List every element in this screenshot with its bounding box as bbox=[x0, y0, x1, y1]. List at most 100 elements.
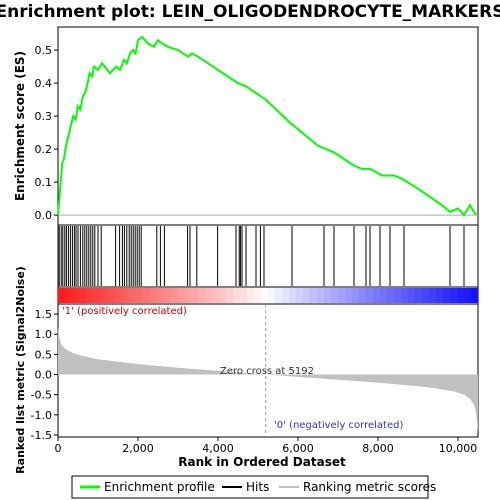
color-bar-segment bbox=[317, 288, 325, 303]
color-bar-segment bbox=[142, 288, 150, 303]
color-bar-segment bbox=[240, 288, 248, 303]
color-bar-segment bbox=[275, 288, 283, 303]
es-y-tick-label: 0.3 bbox=[35, 110, 53, 123]
hits-panel bbox=[57, 224, 479, 288]
metric-y-tick-label: 0.5 bbox=[35, 348, 53, 361]
color-bar-segment bbox=[436, 288, 444, 303]
legend-frame bbox=[71, 475, 429, 499]
es-y-tick-label: 0.1 bbox=[35, 176, 53, 189]
es-y-ticks: 0.0 0.1 0.2 0.3 0.4 0.5 bbox=[35, 44, 58, 222]
legend-label-metric: Ranking metric scores bbox=[303, 480, 436, 494]
color-bar-segment bbox=[352, 288, 360, 303]
color-bar-segment bbox=[100, 288, 108, 303]
color-bar-segment bbox=[149, 288, 157, 303]
metric-panel: -1.5 -1.0 -0.5 0.0 0.5 1.0 1.5 0 2,000 4,000 6,00… bbox=[14, 266, 479, 474]
color-bar-segment bbox=[107, 288, 115, 303]
color-bar-segment bbox=[471, 288, 479, 303]
color-bar-segment bbox=[163, 288, 171, 303]
metric-y-label: Ranked list metric (Signal2Noise) bbox=[14, 266, 27, 474]
color-bar-segment bbox=[408, 288, 416, 303]
color-bar-segment bbox=[233, 288, 241, 303]
color-bar-segment bbox=[261, 288, 269, 303]
color-bar-segment bbox=[422, 288, 430, 303]
color-bar-segment bbox=[226, 288, 234, 303]
color-bar-segment bbox=[93, 288, 101, 303]
color-bar-segment bbox=[254, 288, 262, 303]
zero-cross-label: Zero cross at 5192 bbox=[220, 366, 314, 377]
color-bar-segment bbox=[380, 288, 388, 303]
metric-y-tick-label: 1.5 bbox=[35, 308, 53, 321]
rank-color-bar bbox=[57, 286, 479, 305]
es-y-label: Enrichment score (ES) bbox=[13, 51, 27, 201]
metric-y-tick-label: 0.0 bbox=[35, 369, 53, 382]
metric-y-ticks: -1.5 -1.0 -0.5 0.0 0.5 1.0 1.5 bbox=[31, 308, 58, 442]
chart-title: Enrichment plot: LEIN_OLIGODENDROCYTE_MA… bbox=[0, 2, 500, 22]
metric-x-ticks: 0 2,000 4,000 6,000 8,000 10,000 bbox=[55, 437, 478, 455]
color-bar-segment bbox=[268, 288, 276, 303]
color-bar-segment bbox=[79, 288, 87, 303]
color-bar-segment bbox=[303, 288, 311, 303]
x-tick-label: 8,000 bbox=[362, 442, 394, 455]
color-bar-segment bbox=[415, 288, 423, 303]
legend-label-enrichment: Enrichment profile bbox=[104, 480, 215, 494]
color-bar-segment bbox=[247, 288, 255, 303]
es-y-tick-label: 0.2 bbox=[35, 143, 53, 156]
metric-y-tick-label: -0.5 bbox=[31, 389, 52, 402]
color-bar-segment bbox=[205, 288, 213, 303]
color-bar-segment bbox=[86, 288, 94, 303]
enrichment-profile-line bbox=[57, 35, 477, 217]
es-panel: 0.0 0.1 0.2 0.3 0.4 0.5 Enrichment score (ES) bbox=[13, 26, 479, 226]
color-bar-segment bbox=[464, 288, 472, 303]
color-bar-segment bbox=[366, 288, 374, 303]
x-axis-label: Rank in Ordered Dataset bbox=[178, 455, 346, 469]
color-bar-segment bbox=[282, 288, 290, 303]
hits-frame bbox=[57, 224, 479, 288]
color-bar-segment bbox=[72, 288, 80, 303]
color-bar-segment bbox=[184, 288, 192, 303]
color-bar-segment bbox=[212, 288, 220, 303]
color-bar-segment bbox=[121, 288, 129, 303]
metric-y-tick-label: -1.5 bbox=[31, 429, 52, 442]
color-bar-segment bbox=[191, 288, 199, 303]
color-bar-segment bbox=[443, 288, 451, 303]
x-tick-label: 6,000 bbox=[282, 442, 314, 455]
color-bar-segment bbox=[177, 288, 185, 303]
color-bar-segment bbox=[450, 288, 458, 303]
metric-y-tick-label: 1.0 bbox=[35, 328, 53, 341]
legend-label-hits: Hits bbox=[246, 480, 269, 494]
hit-markers bbox=[58, 226, 465, 286]
color-bar-segment bbox=[310, 288, 318, 303]
color-bar-segment bbox=[324, 288, 332, 303]
legend: Enrichment profile Hits Ranking metric s… bbox=[71, 475, 436, 499]
x-tick-label: 10,000 bbox=[439, 442, 478, 455]
es-y-tick-label: 0.5 bbox=[35, 44, 53, 57]
es-y-tick-label: 0.4 bbox=[35, 77, 53, 90]
color-bar-segment bbox=[219, 288, 227, 303]
color-bar-segment bbox=[296, 288, 304, 303]
color-bar-segment bbox=[289, 288, 297, 303]
color-bar-segment bbox=[373, 288, 381, 303]
color-bar-segment bbox=[457, 288, 465, 303]
color-bar-segment bbox=[394, 288, 402, 303]
color-bar-segment bbox=[114, 288, 122, 303]
color-bar-segment bbox=[58, 288, 66, 303]
metric-y-tick-label: -1.0 bbox=[31, 409, 52, 422]
color-bar-segment bbox=[156, 288, 164, 303]
positive-label: '1' (positively correlated) bbox=[62, 306, 187, 317]
color-bar-segment bbox=[338, 288, 346, 303]
color-bar-segment bbox=[331, 288, 339, 303]
negative-label: '0' (negatively correlated) bbox=[274, 420, 403, 431]
x-tick-label: 4,000 bbox=[202, 442, 234, 455]
color-bar-segment bbox=[135, 288, 143, 303]
es-y-tick-label: 0.0 bbox=[35, 209, 53, 222]
color-bar-segment bbox=[65, 288, 73, 303]
es-plot-frame bbox=[57, 26, 479, 226]
color-bar-segment bbox=[198, 288, 206, 303]
color-bar-segment bbox=[401, 288, 409, 303]
ranking-metric-area bbox=[58, 326, 478, 433]
color-bar-segment bbox=[345, 288, 353, 303]
x-tick-label: 2,000 bbox=[122, 442, 154, 455]
color-bar-segment bbox=[128, 288, 136, 303]
color-bar-segment bbox=[387, 288, 395, 303]
